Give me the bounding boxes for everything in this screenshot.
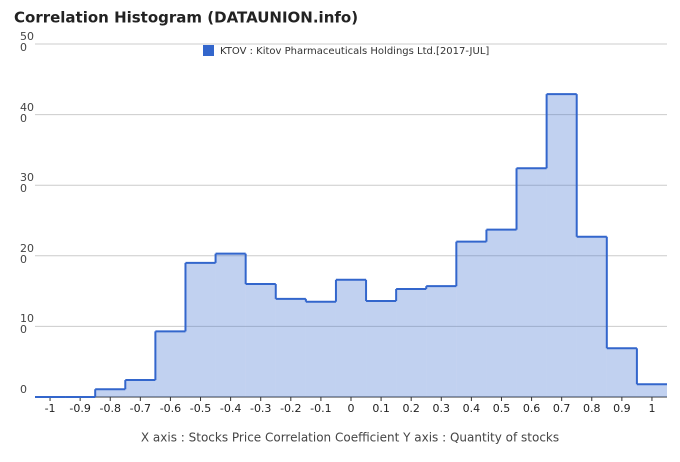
x-tick-label: -0.6 xyxy=(160,402,181,415)
y-tick-label: 100 xyxy=(20,312,34,337)
bar xyxy=(366,300,397,397)
bar xyxy=(245,284,276,397)
x-tick-label: 0.6 xyxy=(523,402,541,415)
x-tick-label: 0.2 xyxy=(402,402,420,415)
x-tick-label: -0.3 xyxy=(250,402,271,415)
x-tick-label: -0.2 xyxy=(280,402,301,415)
x-tick-label: -0.1 xyxy=(310,402,331,415)
bar xyxy=(516,168,547,397)
bar xyxy=(396,288,427,397)
bar xyxy=(606,348,637,397)
x-tick-label: 0.5 xyxy=(493,402,511,415)
x-tick-label: 0 xyxy=(348,402,355,415)
x-tick-label: -0.4 xyxy=(220,402,241,415)
bar xyxy=(125,380,156,397)
x-tick-label: -1 xyxy=(45,402,56,415)
x-tick-label: 0.9 xyxy=(613,402,631,415)
bar xyxy=(335,279,367,397)
x-tick-label: -0.5 xyxy=(190,402,211,415)
x-tick-label: 0.3 xyxy=(433,402,451,415)
y-tick-label: 300 xyxy=(20,171,34,196)
chart-title: Correlation Histogram (DATAUNION.info) xyxy=(14,9,358,27)
bar xyxy=(456,241,487,397)
legend-swatch xyxy=(203,45,214,56)
x-tick-label: 0.8 xyxy=(583,402,601,415)
bar xyxy=(426,286,457,397)
bar xyxy=(636,384,667,397)
bar xyxy=(546,94,577,397)
bar xyxy=(305,301,336,397)
x-tick-label: 0.1 xyxy=(372,402,390,415)
bar xyxy=(215,253,246,397)
legend-label: KTOV : Kitov Pharmaceuticals Holdings Lt… xyxy=(220,46,489,57)
x-tick-label: 0.7 xyxy=(553,402,571,415)
y-tick-label: 200 xyxy=(20,241,34,266)
y-tick-label: 0 xyxy=(20,383,27,396)
bar xyxy=(95,389,126,397)
x-axis-label: X axis : Stocks Price Correlation Coeffi… xyxy=(141,431,559,445)
x-tick-label: 0.4 xyxy=(463,402,481,415)
x-tick-label: -0.8 xyxy=(100,402,121,415)
x-tick-label: -0.9 xyxy=(69,402,90,415)
bar xyxy=(486,229,517,397)
bar xyxy=(275,298,306,397)
bar xyxy=(155,331,186,397)
bar xyxy=(576,236,607,397)
y-tick-label: 500 xyxy=(20,30,34,54)
y-tick-label: 400 xyxy=(20,100,34,125)
x-tick-label: -0.7 xyxy=(130,402,151,415)
x-tick-label: 1 xyxy=(648,402,655,415)
bar xyxy=(185,262,216,397)
